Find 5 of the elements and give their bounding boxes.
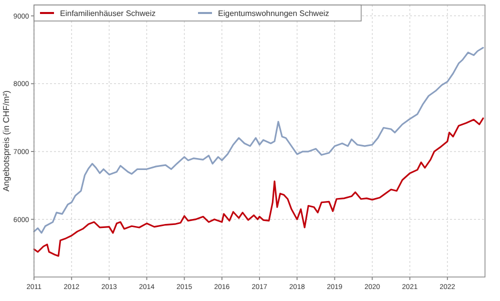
y-axis-title: Angebotspreis (in CHF/m²)	[1, 90, 11, 192]
line-series	[33, 46, 484, 234]
legend-label: Einfamilienhäuser Schweiz	[60, 9, 156, 18]
line-series	[33, 117, 484, 257]
legend-label: Eigentumswohnungen Schweiz	[218, 9, 330, 18]
